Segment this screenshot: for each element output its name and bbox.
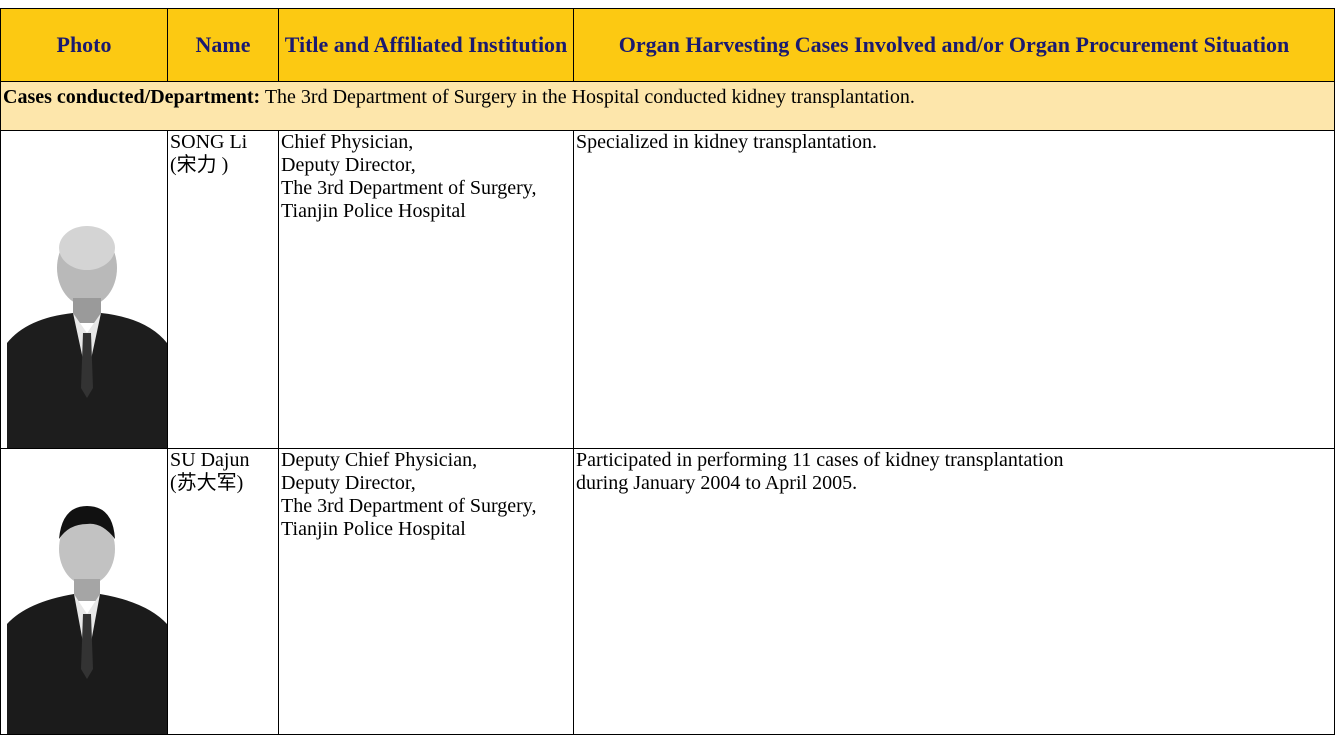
title-line: Deputy Director, <box>281 154 416 176</box>
name-cell: SU Dajun (苏大军) <box>167 448 279 735</box>
photo <box>7 148 167 448</box>
photo <box>7 464 167 734</box>
name-chinese: (苏大军) <box>170 472 244 494</box>
header-cell: Title and Affiliated Institution <box>278 8 574 82</box>
person-row: SONG Li (宋力 ) Chief Physician, Deputy Dir… <box>0 130 1335 449</box>
section-text: The 3rd Department of Surgery in the Hos… <box>264 86 915 108</box>
title-cell: Chief Physician, Deputy Director, The 3r… <box>278 130 574 449</box>
header-cell: Photo <box>0 8 168 82</box>
name: SU Dajun <box>170 449 250 472</box>
header-cell: Name <box>167 8 279 82</box>
person-row: SU Dajun (苏大军) Deputy Chief Physician, De… <box>0 448 1335 735</box>
officials-table: Photo Name Title and Affiliated Institut… <box>0 8 1335 735</box>
title-line: The 3rd Department of Surgery, <box>281 177 537 199</box>
title-line: Tianjin Police Hospital <box>281 518 466 540</box>
section-cell: Cases conducted/Department: The 3rd Depa… <box>0 81 1335 131</box>
section-row: Cases conducted/Department: The 3rd Depa… <box>0 81 1335 131</box>
name-chinese: (宋力 ) <box>170 154 229 176</box>
title-line: Tianjin Police Hospital <box>281 200 466 222</box>
title-line: Deputy Chief Physician, <box>281 449 478 472</box>
cases-cell: Participated in performing 11 cases of k… <box>573 448 1335 735</box>
photo-cell <box>0 448 168 735</box>
name: SONG Li <box>170 131 248 154</box>
title-line: Deputy Director, <box>281 472 416 494</box>
title-line: The 3rd Department of Surgery, <box>281 495 537 517</box>
section-label: Cases conducted/Department: <box>3 86 261 108</box>
title-line: Chief Physician, <box>281 131 414 154</box>
cases-cell: Specialized in kidney transplantation. <box>573 130 1335 449</box>
header-row: Photo Name Title and Affiliated Institut… <box>0 8 1335 82</box>
cases-text: Participated in performing 11 cases of k… <box>576 449 1064 495</box>
header-cell: Organ Harvesting Cases Involved and/or O… <box>573 8 1335 82</box>
photo-cell <box>0 130 168 449</box>
name-cell: SONG Li (宋力 ) <box>167 130 279 449</box>
title-cell: Deputy Chief Physician, Deputy Director,… <box>278 448 574 735</box>
